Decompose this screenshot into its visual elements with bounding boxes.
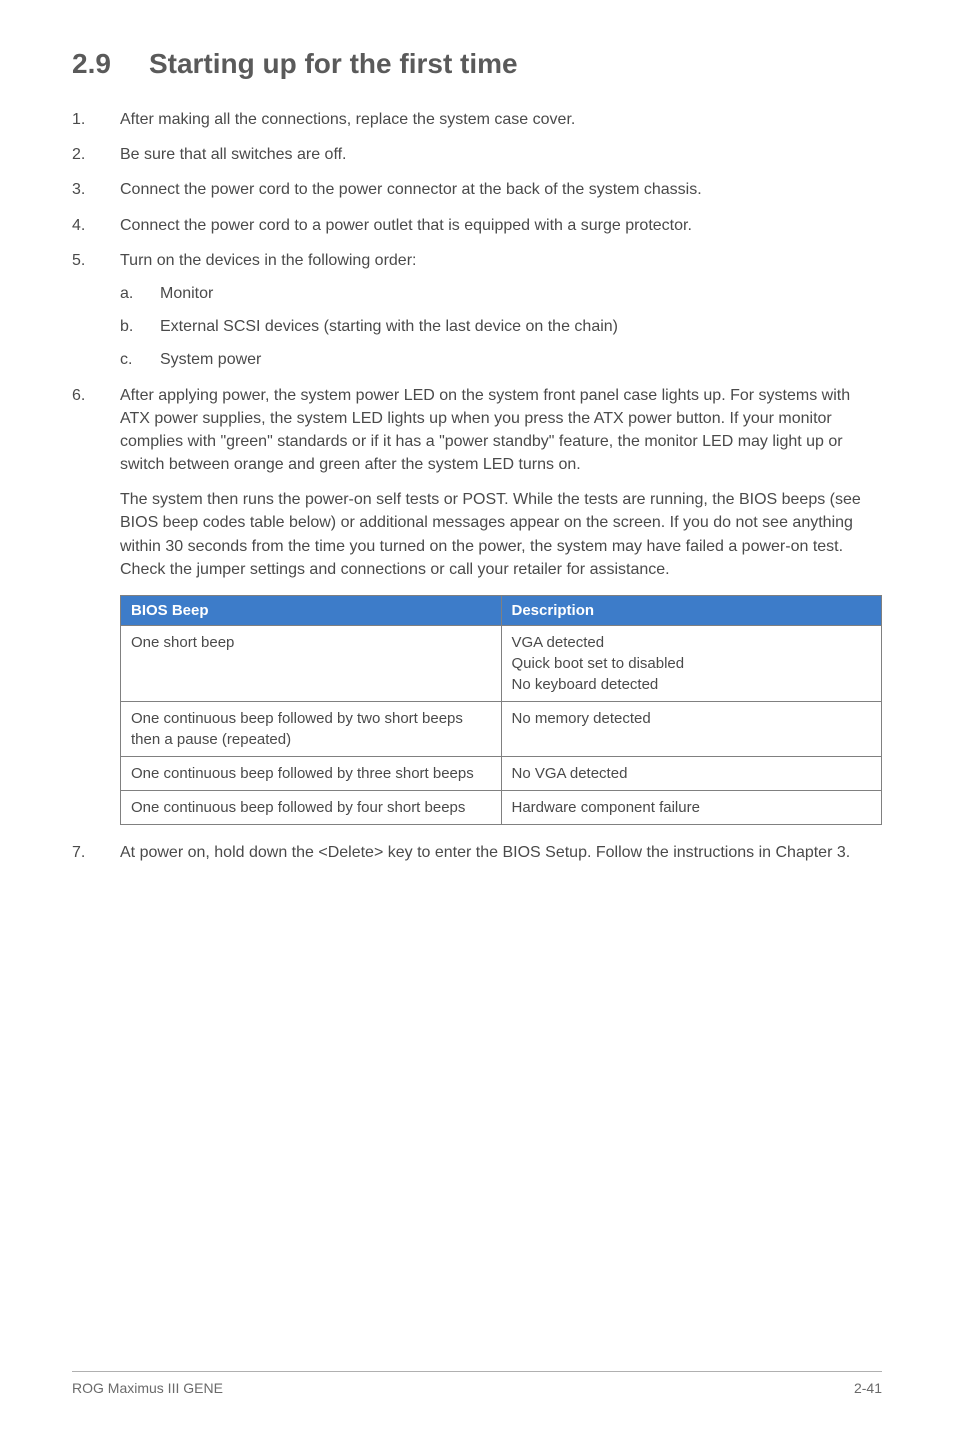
table-header-desc: Description <box>501 596 882 626</box>
step-continuation: The system then runs the power-on self t… <box>120 488 882 581</box>
section-title: Starting up for the first time <box>149 48 518 79</box>
step-item: Turn on the devices in the following ord… <box>72 249 882 372</box>
table-row: One continuous beep followed by four sho… <box>121 791 882 825</box>
table-cell-beep: One continuous beep followed by three sh… <box>121 757 502 791</box>
substep-text: System power <box>160 351 261 368</box>
substep-item: a. Monitor <box>120 282 882 305</box>
table-row: One continuous beep followed by three sh… <box>121 757 882 791</box>
page-footer: ROG Maximus III GENE 2-41 <box>72 1371 882 1396</box>
table-cell-beep: One continuous beep followed by four sho… <box>121 791 502 825</box>
section-heading: 2.9 Starting up for the first time <box>72 48 882 80</box>
substep-text: Monitor <box>160 285 213 302</box>
section-number: 2.9 <box>72 48 111 80</box>
step-item: At power on, hold down the <Delete> key … <box>72 841 882 864</box>
bios-beep-table: BIOS Beep Description One short beep VGA… <box>120 595 882 825</box>
table-cell-desc: VGA detected Quick boot set to disabled … <box>501 626 882 702</box>
step-item: After making all the connections, replac… <box>72 108 882 131</box>
table-cell-beep: One short beep <box>121 626 502 702</box>
table-cell-desc: Hardware component failure <box>501 791 882 825</box>
step-item: Connect the power cord to a power outlet… <box>72 214 882 237</box>
table-cell-beep: One continuous beep followed by two shor… <box>121 702 502 757</box>
step-item: Be sure that all switches are off. <box>72 143 882 166</box>
substep-letter: c. <box>120 348 132 371</box>
table-row: One short beep VGA detected Quick boot s… <box>121 626 882 702</box>
step-text: Turn on the devices in the following ord… <box>120 252 416 269</box>
step-item: After applying power, the system power L… <box>72 384 882 582</box>
table-header-beep: BIOS Beep <box>121 596 502 626</box>
step-list: After making all the connections, replac… <box>72 108 882 581</box>
table-row: One continuous beep followed by two shor… <box>121 702 882 757</box>
substep-item: b. External SCSI devices (starting with t… <box>120 315 882 338</box>
substep-letter: a. <box>120 282 133 305</box>
table-cell-desc: No VGA detected <box>501 757 882 791</box>
bios-table-wrap: BIOS Beep Description One short beep VGA… <box>72 595 882 825</box>
substep-list: a. Monitor b. External SCSI devices (start… <box>120 282 882 372</box>
substep-item: c. System power <box>120 348 882 371</box>
substep-text: External SCSI devices (starting with the… <box>160 318 618 335</box>
step-text: After applying power, the system power L… <box>120 387 850 474</box>
table-cell-desc: No memory detected <box>501 702 882 757</box>
table-header-row: BIOS Beep Description <box>121 596 882 626</box>
footer-right: 2-41 <box>854 1380 882 1396</box>
footer-left: ROG Maximus III GENE <box>72 1380 223 1396</box>
step-list-cont: At power on, hold down the <Delete> key … <box>72 841 882 864</box>
step-item: Connect the power cord to the power conn… <box>72 178 882 201</box>
substep-letter: b. <box>120 315 133 338</box>
